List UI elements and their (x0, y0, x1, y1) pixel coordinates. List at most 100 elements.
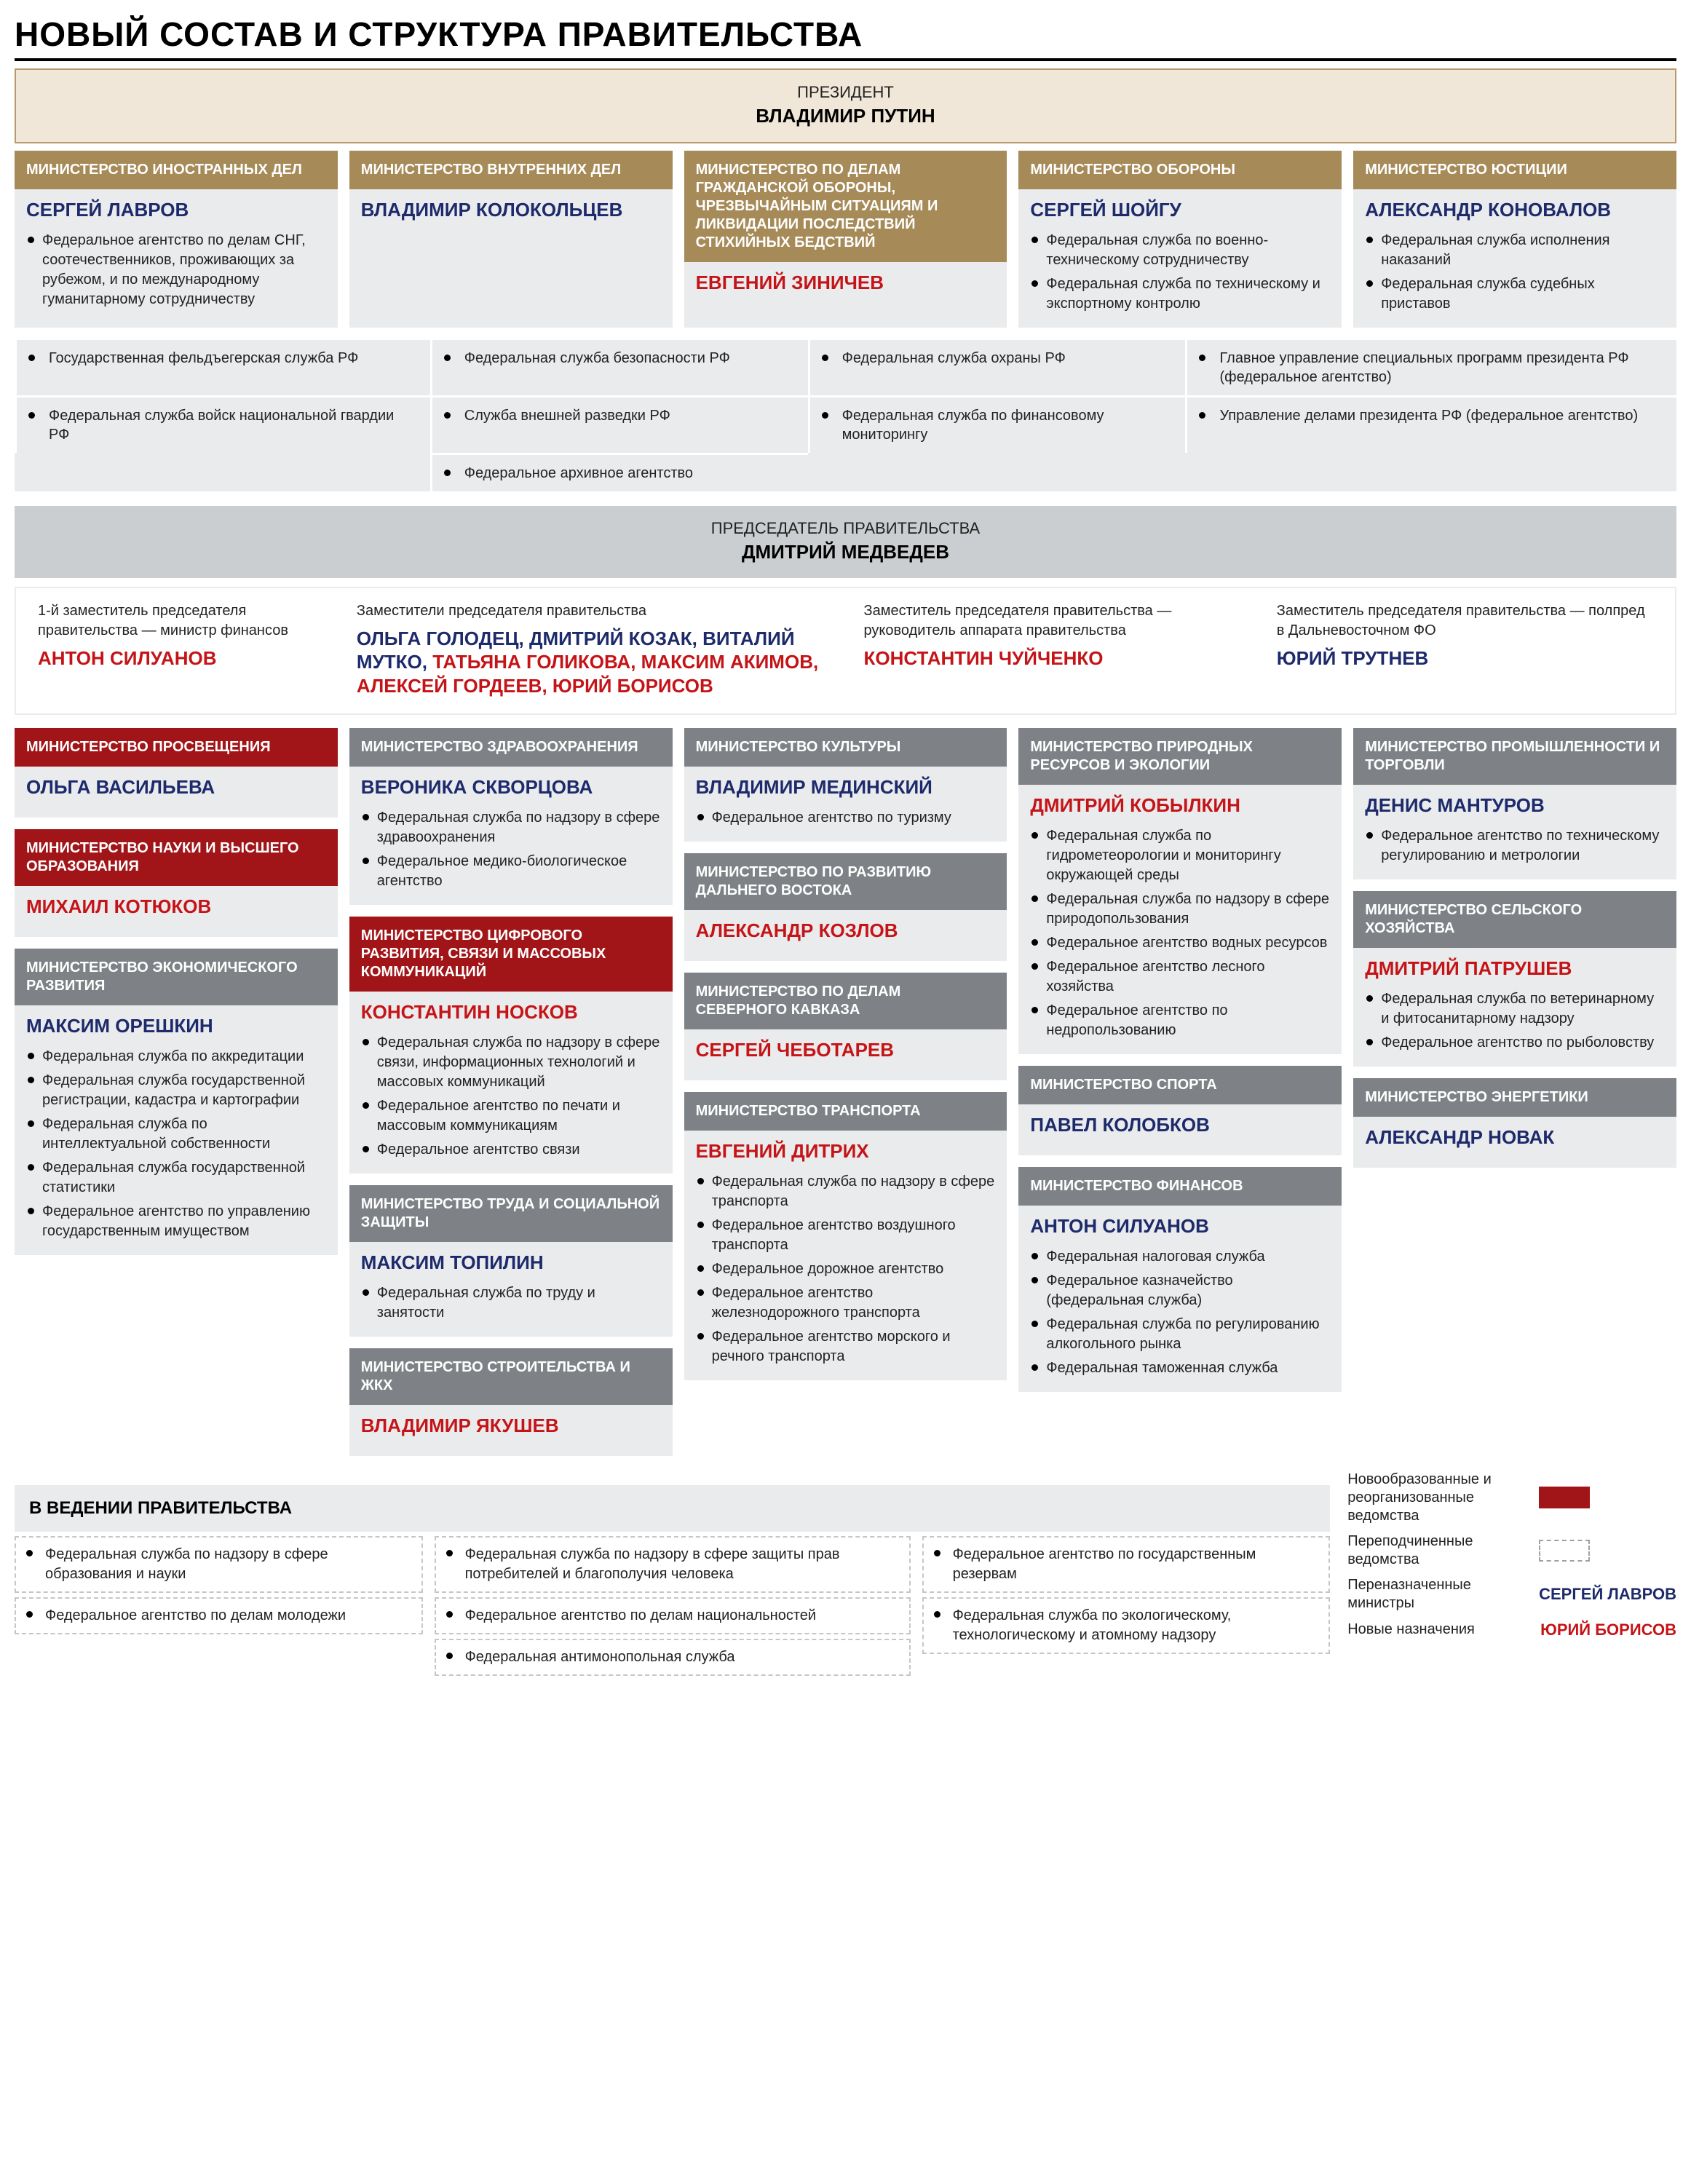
ministry-body: АЛЕКСАНДР КОЗЛОВ (684, 910, 1007, 961)
pm-name: ДМИТРИЙ МЕДВЕДЕВ (15, 541, 1676, 563)
ministry-body: МАКСИМ ТОПИЛИНФедеральная служба по труд… (349, 1242, 673, 1337)
sub-agency: Федеральное агентство по управлению госу… (26, 1200, 326, 1243)
ministry-body: ДМИТРИЙ КОБЫЛКИН Федеральная служба по ги… (1018, 785, 1342, 1054)
ministry-header: МИНИСТЕРСТВО ЮСТИЦИИ (1353, 151, 1676, 189)
ministry-card: МИНИСТЕРСТВО ПРИРОДНЫХ РЕСУРСОВ И ЭКОЛОГ… (1018, 728, 1342, 1054)
sub-agencies-list: Федеральное агентство по техническому ре… (1365, 824, 1665, 868)
sub-agency: Федеральное агентство по техническому ре… (1365, 824, 1665, 868)
deputy-names: КОНСТАНТИН ЧУЙЧЕНКО (864, 646, 1240, 670)
agency-cell: Федеральная служба по финансовому монито… (808, 395, 1186, 453)
sub-agencies-list: Федеральное агентство по туризму (696, 806, 996, 830)
ministry-card: МИНИСТЕРСТВО ТРУДА И СОЦИАЛЬНОЙ ЗАЩИТЫМА… (349, 1185, 673, 1337)
minister-name: АНТОН СИЛУАНОВ (1030, 1216, 1330, 1238)
minister-name: ДМИТРИЙ КОБЫЛКИН (1030, 795, 1330, 817)
deputy-block: Заместитель председателя правительства —… (864, 601, 1240, 698)
sub-agency: Федеральная служба по техническому и экс… (1030, 272, 1330, 316)
president-agencies-grid: Государственная фельдъегерская служба РФ… (15, 338, 1676, 491)
minister-name: ЕВГЕНИЙ ЗИНИЧЕВ (696, 272, 996, 294)
ministry-card: МИНИСТЕРСТВО ИНОСТРАННЫХ ДЕЛСЕРГЕЙ ЛАВРО… (15, 151, 338, 328)
sub-agency: Федеральная служба по интеллектуальной с… (26, 1112, 326, 1156)
ministry-header: МИНИСТЕРСТВО ПО РАЗВИТИЮ ДАЛЬНЕГО ВОСТОК… (684, 853, 1007, 910)
top-ministries-row: МИНИСТЕРСТВО ИНОСТРАННЫХ ДЕЛСЕРГЕЙ ЛАВРО… (15, 151, 1676, 328)
ministry-header: МИНИСТЕРСТВО ПРОМЫШЛЕННОСТИ И ТОРГОВЛИ (1353, 728, 1676, 785)
sub-agency: Федеральная служба судебных приставов (1365, 272, 1665, 316)
ministry-body: ЕВГЕНИЙ ДИТРИХ Федеральная служба по надз… (684, 1131, 1007, 1380)
minister-name: ПАВЕЛ КОЛОБКОВ (1030, 1115, 1330, 1136)
ministry-body: ВЛАДИМИР ЯКУШЕВ (349, 1405, 673, 1456)
ministry-header: МИНИСТЕРСТВО КУЛЬТУРЫ (684, 728, 1007, 767)
gov-agency-cell: Федеральная антимонопольная служба (435, 1639, 911, 1676)
ministry-card: МИНИСТЕРСТВО ОБОРОНЫСЕРГЕЙ ШОЙГУФедераль… (1018, 151, 1342, 328)
gov-agencies-grid: Федеральная служба по надзору в сфере об… (15, 1536, 1330, 1680)
minister-name: ОЛЬГА ВАСИЛЬЕВА (26, 777, 326, 799)
ministry-card: МИНИСТЕРСТВО ЭКОНОМИЧЕСКОГО РАЗВИТИЯМАКС… (15, 949, 338, 1255)
gov-section: В ВЕДЕНИИ ПРАВИТЕЛЬСТВА Федеральная служ… (15, 1471, 1330, 1680)
gov-agency-cell: Федеральное агентство по делам молодежи (15, 1597, 423, 1634)
ministry-body: СЕРГЕЙ ЧЕБОТАРЕВ (684, 1029, 1007, 1080)
deputy-role: 1-й заместитель председателя правительст… (38, 601, 320, 641)
sub-agencies-list: Федеральная служба по надзору в сфере зд… (361, 806, 661, 893)
deputy-names: АНТОН СИЛУАНОВ (38, 646, 320, 670)
ministry-header: МИНИСТЕРСТВО СТРОИТЕЛЬСТВА И ЖКХ (349, 1348, 673, 1405)
minister-name: МИХАИЛ КОТЮКОВ (26, 896, 326, 918)
deputy-block: 1-й заместитель председателя правительст… (38, 601, 320, 698)
sub-agencies-list: Федеральная налоговая службаФедеральное … (1030, 1245, 1330, 1380)
sub-agencies-list: Федеральная служба по труду и занятости (361, 1281, 661, 1325)
agency-cell: Управление делами президента РФ (федерал… (1185, 395, 1676, 453)
sub-agency: Федеральная служба по надзору в сфере св… (361, 1031, 661, 1094)
ministry-card: МИНИСТЕРСТВО СЕЛЬСКОГО ХОЗЯЙСТВАДМИТРИЙ … (1353, 891, 1676, 1067)
minister-name: СЕРГЕЙ ШОЙГУ (1030, 199, 1330, 221)
ministry-header: МИНИСТЕРСТВО ЗДРАВООХРАНЕНИЯ (349, 728, 673, 767)
sub-agency: Федеральная служба по аккредитации (26, 1045, 326, 1069)
sub-agency: Федеральная служба государственной стати… (26, 1156, 326, 1200)
ministry-header: МИНИСТЕРСТВО ЭКОНОМИЧЕСКОГО РАЗВИТИЯ (15, 949, 338, 1005)
deputy-block: Заместители председателя правительстваОЛ… (357, 601, 828, 698)
ministry-body: ВЕРОНИКА СКВОРЦОВА Федеральная служба по … (349, 767, 673, 905)
ministry-card: МИНИСТЕРСТВО ПРОСВЕЩЕНИЯ ОЛЬГА ВАСИЛЬЕВА (15, 728, 338, 818)
sub-agencies-list: Федеральная служба исполнения наказанийФ… (1365, 229, 1665, 316)
sub-agency: Федеральное агентство воздушного транспо… (696, 1214, 996, 1257)
ministries-column: МИНИСТЕРСТВО ПРОСВЕЩЕНИЯОЛЬГА ВАСИЛЬЕВАМ… (15, 728, 338, 1255)
gov-section-title: В ВЕДЕНИИ ПРАВИТЕЛЬСТВА (15, 1485, 1330, 1532)
minister-name: ЕВГЕНИЙ ДИТРИХ (696, 1141, 996, 1163)
ministries-column: МИНИСТЕРСТВО ПРИРОДНЫХ РЕСУРСОВ И ЭКОЛОГ… (1018, 728, 1342, 1392)
sub-agency: Федеральное агентство по печати и массов… (361, 1094, 661, 1138)
sub-agency: Федеральное агентство лесного хозяйства (1030, 955, 1330, 999)
ministry-body: ВЛАДИМИР МЕДИНСКИЙФедеральное агентство … (684, 767, 1007, 842)
ministry-header: МИНИСТЕРСТВО ПРОСВЕЩЕНИЯ (15, 728, 338, 767)
ministry-header: МИНИСТЕРСТВО ПО ДЕЛАМ СЕВЕРНОГО КАВКАЗА (684, 973, 1007, 1029)
ministry-card: МИНИСТЕРСТВО ЭНЕРГЕТИКИАЛЕКСАНДР НОВАК (1353, 1078, 1676, 1168)
agency-cell: Служба внешней разведки РФ (430, 395, 808, 453)
sub-agency: Федеральная служба государственной регис… (26, 1069, 326, 1112)
minister-name: ДМИТРИЙ ПАТРУШЕВ (1365, 958, 1665, 980)
ministry-card: МИНИСТЕРСТВО ПО ДЕЛАМ ГРАЖДАНСКОЙ ОБОРОН… (684, 151, 1007, 328)
sub-agency: Федеральная служба исполнения наказаний (1365, 229, 1665, 272)
gov-agencies-column: Федеральная служба по надзору в сфере об… (15, 1536, 423, 1680)
ministry-body: ПАВЕЛ КОЛОБКОВ (1018, 1104, 1342, 1155)
sub-agencies-list: Федеральная служба по гидрометеорологии … (1030, 824, 1330, 1042)
ministry-header: МИНИСТЕРСТВО ВНУТРЕННИХ ДЕЛ (349, 151, 673, 189)
ministry-body: ЕВГЕНИЙ ЗИНИЧЕВ (684, 262, 1007, 313)
ministries-column: МИНИСТЕРСТВО ЗДРАВООХРАНЕНИЯВЕРОНИКА СКВ… (349, 728, 673, 1456)
ministry-card: МИНИСТЕРСТВО ВНУТРЕННИХ ДЕЛВЛАДИМИР КОЛО… (349, 151, 673, 328)
ministry-card: МИНИСТЕРСТВО КУЛЬТУРЫВЛАДИМИР МЕДИНСКИЙФ… (684, 728, 1007, 842)
president-role: ПРЕЗИДЕНТ (16, 83, 1675, 102)
ministry-card: МИНИСТЕРСТВО НАУКИ И ВЫСШЕГО ОБРАЗОВАНИЯ… (15, 829, 338, 937)
sub-agency: Федеральное агентство морского и речного… (696, 1325, 996, 1369)
sub-agency: Федеральное агентство по делам СНГ, соот… (26, 229, 326, 312)
sub-agencies-list: Федеральная служба по надзору в сфере тр… (696, 1170, 996, 1369)
sub-agencies-list: Федеральное агентство по делам СНГ, соот… (26, 229, 326, 312)
sub-agency: Федеральная служба по гидрометеорологии … (1030, 824, 1330, 887)
legend-label-reappoint: Переназначенные министры (1347, 1576, 1529, 1613)
ministry-body: МИХАИЛ КОТЮКОВ (15, 886, 338, 937)
ministries-column: МИНИСТЕРСТВО КУЛЬТУРЫВЛАДИМИР МЕДИНСКИЙФ… (684, 728, 1007, 1380)
ministry-header: МИНИСТЕРСТВО ФИНАНСОВ (1018, 1167, 1342, 1206)
ministry-header: МИНИСТЕРСТВО ЦИФРОВОГО РАЗВИТИЯ, СВЯЗИ И… (349, 917, 673, 992)
ministry-body: ВЛАДИМИР КОЛОКОЛЬЦЕВ (349, 189, 673, 240)
gov-agency-cell: Федеральная служба по экологическому, те… (922, 1597, 1331, 1654)
sub-agency: Федеральное агентство железнодорожного т… (696, 1281, 996, 1325)
pm-role: ПРЕДСЕДАТЕЛЬ ПРАВИТЕЛЬСТВА (15, 519, 1676, 538)
ministry-header: МИНИСТЕРСТВО СПОРТА (1018, 1066, 1342, 1104)
minister-name: ВЕРОНИКА СКВОРЦОВА (361, 777, 661, 799)
sub-agency: Федеральная служба по надзору в сфере тр… (696, 1170, 996, 1214)
